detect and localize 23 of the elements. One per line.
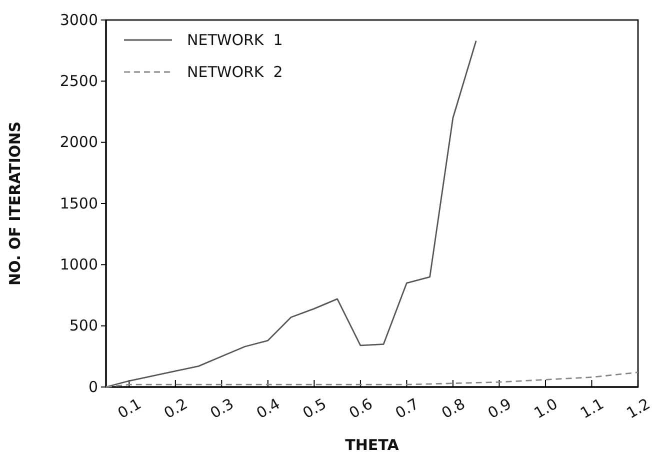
x-tick-label: 1.1 [577, 394, 607, 422]
x-tick-label: 0.9 [484, 394, 514, 422]
x-tick-label: 0.3 [207, 394, 237, 422]
x-axis-title: THETA [345, 436, 400, 454]
y-tick-label: 500 [69, 316, 98, 335]
x-tick-label: 0.2 [160, 394, 191, 422]
y-tick-label: 2000 [60, 133, 98, 152]
x-tick-label: 0.8 [438, 394, 468, 422]
x-tick-label: 0.6 [346, 394, 376, 422]
y-tick-label: 2500 [60, 72, 98, 90]
x-tick-label: 1.2 [623, 394, 654, 422]
legend-label: NETWORK 1 [187, 31, 283, 49]
x-tick-label: 0.1 [114, 394, 144, 422]
y-tick-label: 1500 [60, 194, 98, 212]
y-tick-label: 1000 [60, 255, 98, 274]
legend-label: NETWORK 2 [187, 63, 283, 81]
y-axis-title: NO. OF ITERATIONS [6, 121, 24, 286]
x-tick-label: 0.5 [300, 394, 330, 422]
x-tick-label: 0.7 [392, 394, 422, 422]
y-tick-label: 3000 [60, 10, 98, 29]
x-tick-label: 0.4 [253, 394, 284, 422]
y-tick-label: 0 [88, 378, 98, 396]
x-tick-label: 1.0 [530, 394, 561, 422]
